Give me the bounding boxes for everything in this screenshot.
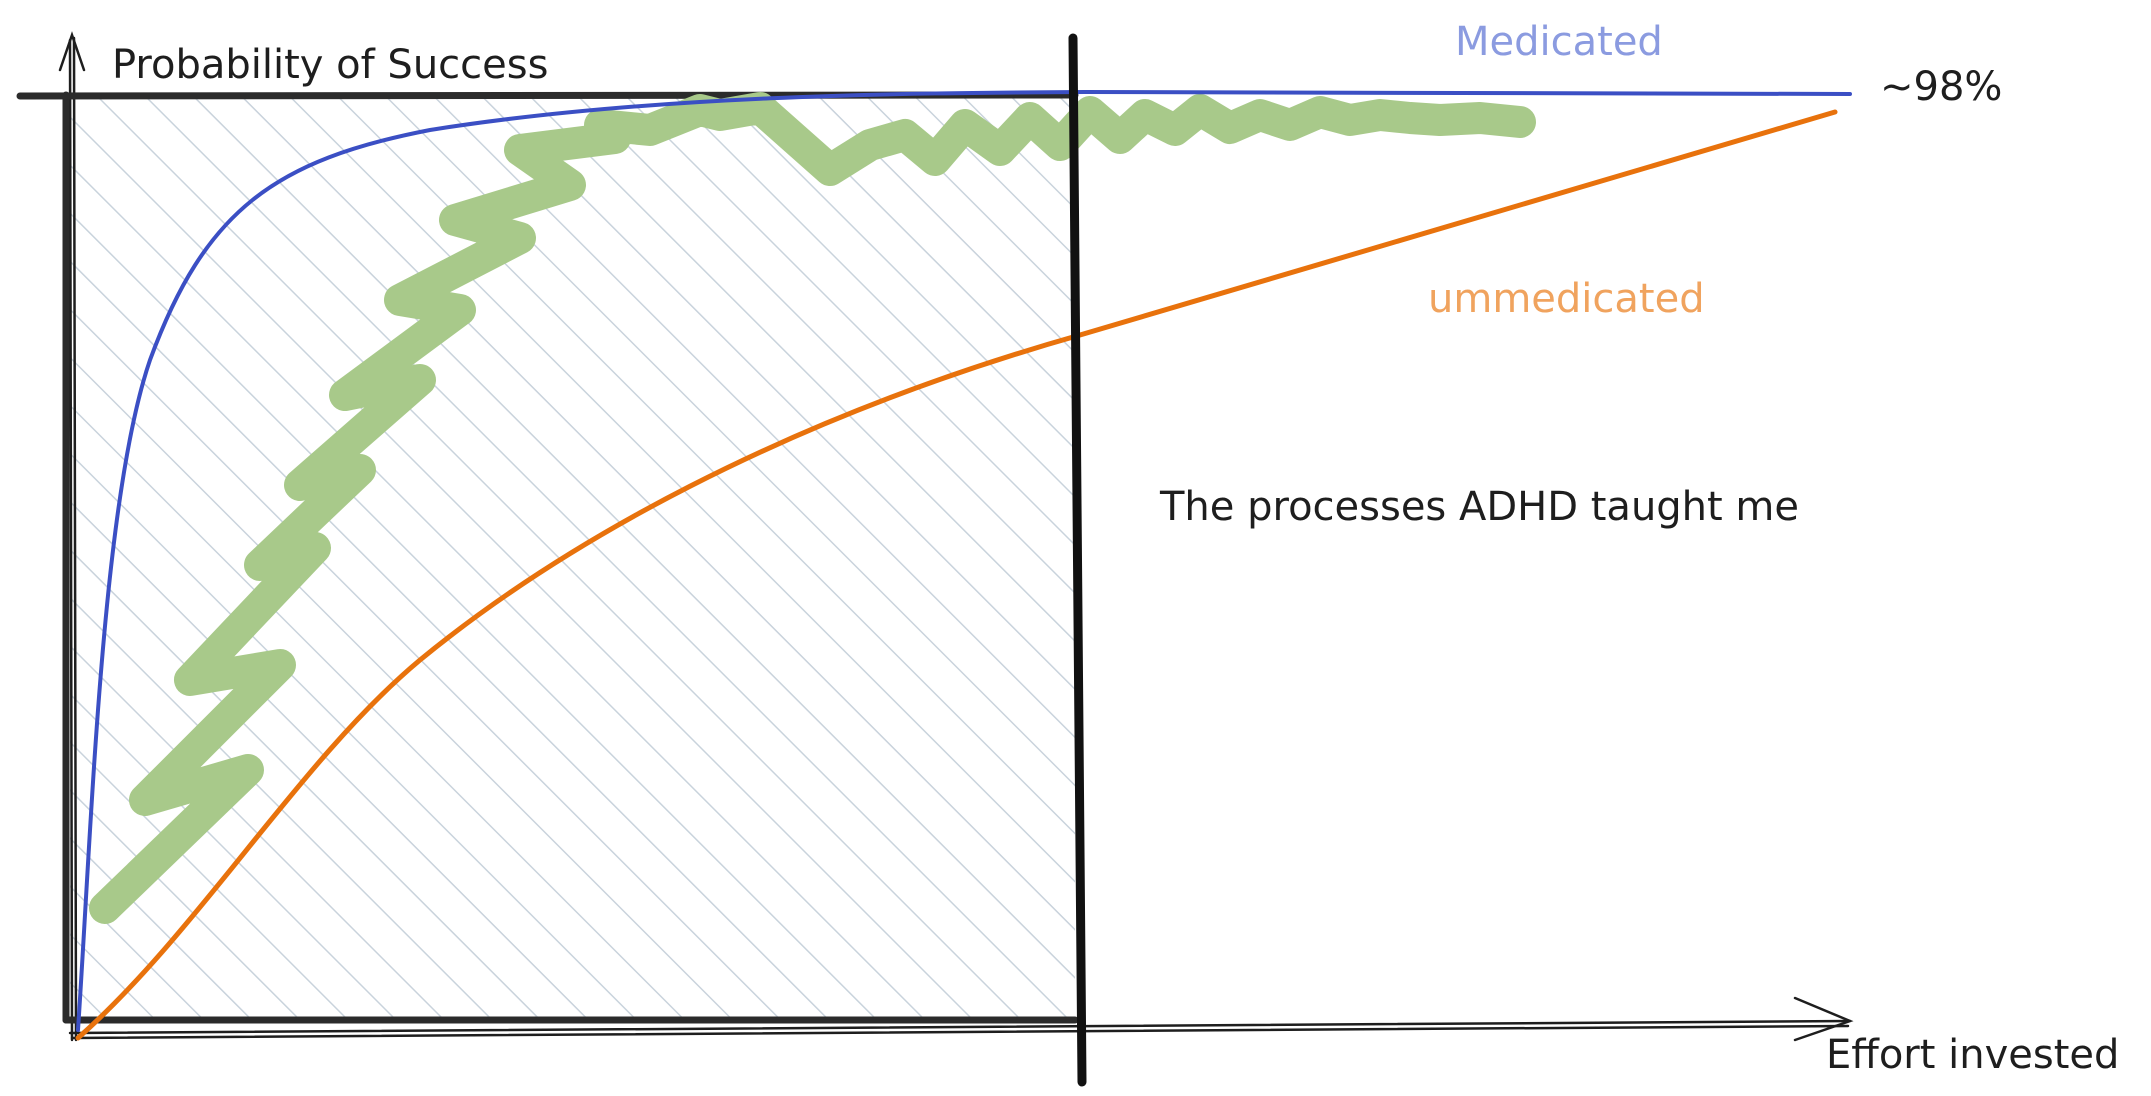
y-axis-line-2 <box>72 36 78 1042</box>
unmedicated-label: ummedicated <box>1428 276 1705 322</box>
axes <box>58 31 1854 1042</box>
x-axis-line <box>68 1019 1852 1035</box>
unmedicated-curve <box>75 109 1838 1041</box>
x-axis-arrow <box>1793 996 1854 1042</box>
max-value-label: ~98% <box>1880 64 2002 110</box>
note-text: The processes ADHD taught me <box>1159 484 1799 530</box>
hatched-region <box>70 95 1075 1020</box>
x-axis-label: Effort invested <box>1826 1032 2119 1078</box>
y-axis-line <box>68 38 74 1042</box>
medicated-curve <box>76 89 1852 1032</box>
vertical-divider <box>1068 33 1087 1087</box>
green-scribble <box>89 92 1536 924</box>
x-axis-line-2 <box>70 1024 1850 1040</box>
y-axis-arrow <box>58 31 86 72</box>
y-axis-label: Probability of Success <box>112 42 548 88</box>
medicated-label: Medicated <box>1455 19 1663 65</box>
